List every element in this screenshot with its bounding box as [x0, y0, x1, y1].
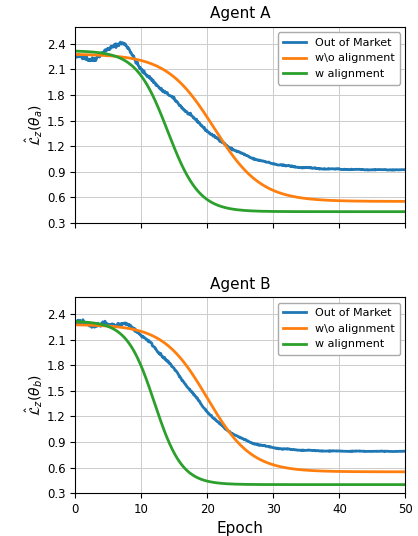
Out of Market — [73, 54, 78, 60]
w alignment — [321, 481, 326, 488]
Line: w alignment: w alignment — [75, 51, 405, 212]
w alignment — [293, 481, 298, 488]
w alignment — [293, 209, 298, 215]
Legend: Out of Market, w\o alignment, w alignment: Out of Market, w\o alignment, w alignmen… — [278, 32, 400, 85]
w alignment — [222, 204, 227, 211]
w\o alignment — [222, 422, 227, 429]
Out of Market — [132, 55, 137, 62]
w alignment — [158, 416, 163, 422]
Out of Market — [80, 317, 85, 323]
w\o alignment — [131, 326, 136, 333]
Line: Out of Market: Out of Market — [75, 42, 405, 170]
Out of Market — [118, 39, 123, 46]
Out of Market — [132, 325, 137, 331]
Out of Market — [223, 426, 228, 432]
Y-axis label: $\hat{\mathcal{L}}_z(\theta_b)$: $\hat{\mathcal{L}}_z(\theta_b)$ — [24, 374, 46, 416]
Out of Market — [294, 164, 299, 170]
Out of Market — [223, 141, 228, 147]
Line: w\o alignment: w\o alignment — [75, 325, 405, 472]
Line: w alignment: w alignment — [75, 322, 405, 485]
w\o alignment — [321, 468, 326, 474]
w alignment — [222, 480, 227, 487]
Title: Agent A: Agent A — [210, 6, 270, 21]
Out of Market — [158, 350, 163, 356]
w\o alignment — [158, 337, 163, 343]
Legend: Out of Market, w\o alignment, w alignment: Out of Market, w\o alignment, w alignmen… — [278, 303, 400, 355]
w\o alignment — [73, 322, 78, 328]
Out of Market — [390, 167, 395, 173]
w alignment — [131, 64, 136, 70]
Out of Market — [268, 160, 273, 166]
w alignment — [403, 209, 408, 215]
w\o alignment — [403, 198, 408, 205]
w\o alignment — [73, 51, 78, 58]
w\o alignment — [268, 460, 273, 467]
Out of Market — [294, 446, 299, 453]
Out of Market — [403, 448, 408, 455]
w\o alignment — [293, 466, 298, 472]
Title: Agent B: Agent B — [210, 277, 271, 292]
w\o alignment — [403, 468, 408, 475]
Out of Market — [322, 448, 327, 454]
Line: Out of Market: Out of Market — [75, 320, 405, 452]
w alignment — [131, 347, 136, 354]
w alignment — [268, 208, 273, 214]
w alignment — [268, 481, 273, 488]
Line: w\o alignment: w\o alignment — [75, 55, 405, 202]
w alignment — [73, 318, 78, 325]
w\o alignment — [321, 197, 326, 203]
w\o alignment — [222, 141, 227, 147]
w alignment — [321, 209, 326, 215]
w alignment — [73, 48, 78, 54]
w\o alignment — [293, 194, 298, 200]
Out of Market — [403, 167, 408, 173]
X-axis label: Epoch: Epoch — [217, 522, 264, 536]
w alignment — [403, 481, 408, 488]
w\o alignment — [158, 64, 163, 71]
w alignment — [158, 109, 163, 115]
Out of Market — [268, 444, 273, 450]
w\o alignment — [131, 56, 136, 62]
Out of Market — [322, 166, 327, 173]
w\o alignment — [268, 185, 273, 192]
Out of Market — [390, 449, 395, 455]
Out of Market — [73, 319, 78, 325]
Y-axis label: $\hat{\mathcal{L}}_z(\theta_a)$: $\hat{\mathcal{L}}_z(\theta_a)$ — [24, 104, 46, 146]
Out of Market — [158, 86, 163, 93]
